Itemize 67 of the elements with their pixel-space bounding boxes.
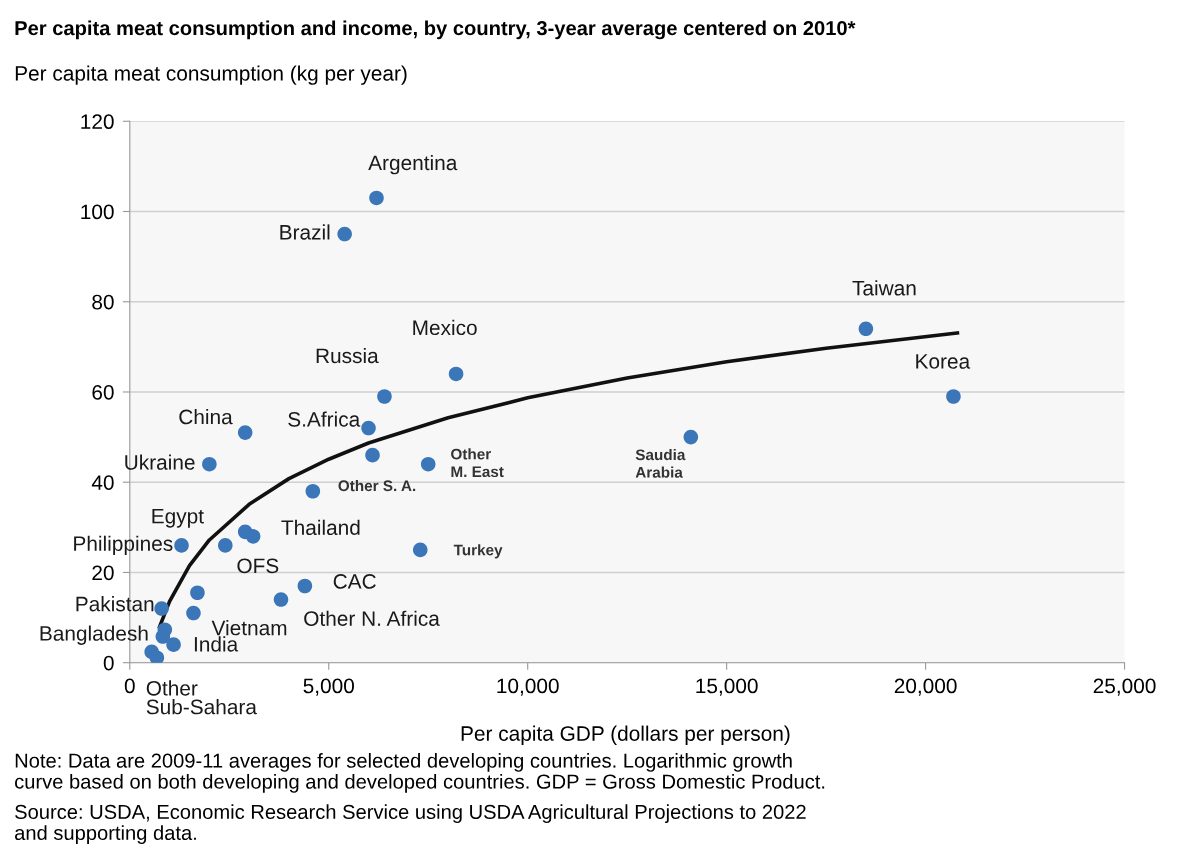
y-tick-label: 60 [92,384,114,400]
annotation: China [179,408,233,425]
point [365,447,380,463]
annotation: Brazil [280,224,330,240]
x-tick-label: 5,000 [303,678,354,696]
annotation: Other M. East [451,448,504,478]
point [155,629,171,644]
y-tick-label: 20 [92,565,114,581]
point [361,420,376,436]
point [174,538,189,553]
point [237,425,253,440]
point [186,605,201,621]
y-tick-label: 0 [103,655,114,671]
annotation: S.Africa [288,411,361,427]
annotation: Argentina [368,154,458,175]
point [149,650,165,663]
text: Note: Data are 2009-11 averages for selected developing countries. Logarithmic growth curve based on both developing and developed countries. GDP = Gross Domestic Product. [15,753,825,793]
point [202,456,217,472]
x-tick-label: 25,000 [1093,678,1156,696]
annotation: Other N. Africa [304,610,440,626]
source-note: Source: USDA, Economic Research Service using USDA Agricultural Projections to 2022 and supporting data. [15,804,806,844]
x-tick-label: 20,000 [894,678,957,696]
annotation: Turkey [453,544,503,559]
annotation: Russia [316,347,379,364]
point [154,601,169,616]
annotation: Ukraine [125,454,195,470]
x-tick-label: 15,000 [696,678,758,696]
point [245,529,261,544]
annotation: Vietnam [211,620,287,636]
annotation: Mexico [413,319,477,336]
point [412,542,428,558]
point [305,483,321,499]
y-tick-label: 120 [81,114,114,130]
point [297,578,313,594]
y-tick-label: 40 [91,475,114,490]
point [190,585,205,601]
y-tick-label: 100 [81,204,114,220]
annotation: Korea [916,354,971,369]
y-axis-title: Per capita meat consumption (kg per year) [15,65,407,85]
annotation: Bangladesh [40,625,148,645]
point [369,190,384,206]
annotation: Other S. A. [338,479,416,492]
point [273,592,289,607]
chart-title: Per capita meat consumption and income, by country, 3-year average centered on 2010* [15,20,856,40]
x-axis-title: Per capita GDP (dollars per person) [461,725,790,745]
annotation: Philippines [74,535,173,556]
annotation: Egypt [152,509,204,528]
y-tick-label: 80 [92,294,114,310]
point [337,226,352,242]
point [683,429,699,445]
point [448,366,464,382]
point [166,637,181,652]
annotation: Pakistan [76,596,154,612]
point [946,389,961,404]
point [420,456,436,472]
annotation: Taiwan [852,280,916,296]
annotation: Other Sub-Sahara [146,680,257,715]
annotation: Thailand [281,519,360,536]
x-tick-label: 0 [124,678,135,694]
x-tick-label: 10,000 [497,678,559,696]
point [218,538,233,553]
annotation: Saudia Arabia [635,448,686,478]
annotation: India [194,636,239,652]
annotation: OFS [237,558,279,574]
point [858,321,874,337]
point [377,389,392,404]
annotation: CAC [333,574,376,589]
